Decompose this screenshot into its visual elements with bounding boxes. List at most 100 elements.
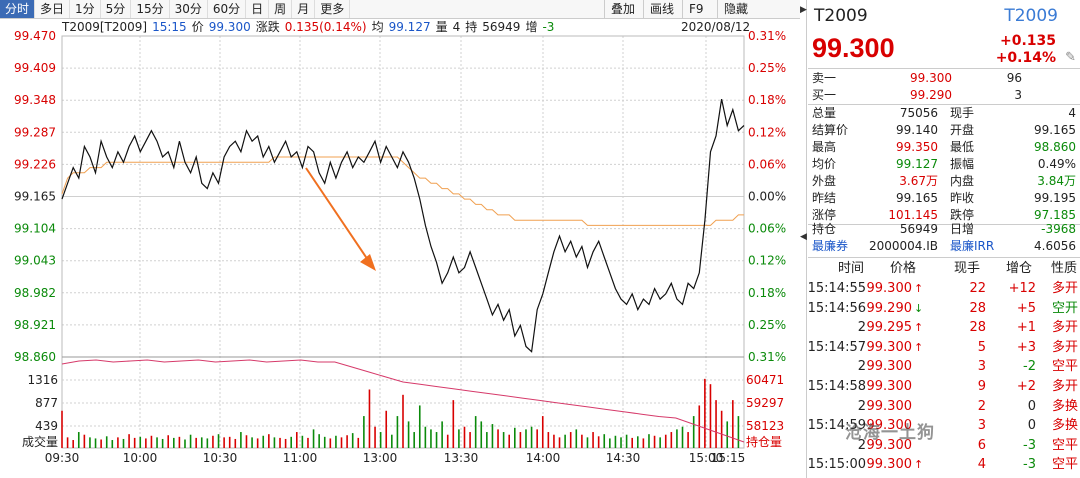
stat-value: 75056 xyxy=(899,106,938,120)
open-interest-row: 持仓 56949 日增 -3968 xyxy=(808,221,1080,238)
period-tab-2[interactable]: 1分 xyxy=(70,0,101,18)
toolbar-button-0[interactable]: 叠加 xyxy=(604,0,643,18)
period-tab-3[interactable]: 5分 xyxy=(101,0,132,18)
intraday-chart[interactable]: 99.470 0.31% 99.409 0.25% 99.348 0.18% 99.287 0… xyxy=(0,0,806,478)
panel-divider[interactable] xyxy=(806,0,807,478)
period-tab-7[interactable]: 日 xyxy=(246,0,270,18)
stat-label: 振幅 xyxy=(950,157,975,171)
trade-nature: 空平 xyxy=(1051,437,1078,453)
trade-time: 2 xyxy=(857,437,866,453)
trade-volume: 5 xyxy=(977,339,986,355)
period-tab-4[interactable]: 15分 xyxy=(131,0,170,18)
stat-label: 涨停 xyxy=(812,208,837,222)
period-tab-6[interactable]: 60分 xyxy=(208,0,247,18)
trade-row: 15:14:56 99.290 ↓ 28 +5 空开 xyxy=(808,299,1080,319)
trade-row: 15:14:55 99.300 ↑ 22 +12 多开 xyxy=(808,279,1080,299)
period-tab-5[interactable]: 30分 xyxy=(170,0,208,18)
y-tick-right: 0.25% xyxy=(748,61,786,75)
volume-label: 成交量 xyxy=(22,434,58,449)
period-tab-10[interactable]: 更多 xyxy=(315,0,351,18)
open-interest-axis-label: 持仓量 xyxy=(746,434,782,449)
trade-header-3: 增仓 xyxy=(1006,261,1033,276)
trade-time: 2 xyxy=(857,320,866,336)
trade-header-0: 时间 xyxy=(838,261,865,276)
stat-value: 99.165 xyxy=(1034,123,1076,137)
increase-label: 增 xyxy=(525,20,538,34)
annotation-arrowhead xyxy=(360,254,376,271)
stat-row: 结算价 99.140 开盘 99.165 xyxy=(808,122,1080,139)
x-tick: 10:00 xyxy=(123,451,158,465)
panel-last-price: 99.300 xyxy=(812,33,895,63)
trade-time: 15:14:59 xyxy=(807,418,866,434)
stat-label: 开盘 xyxy=(950,123,975,137)
trade-row: 15:15:00 99.300 ↑ 4 -3 空平 xyxy=(808,455,1080,475)
irr-value: 4.6056 xyxy=(1034,239,1076,253)
stat-row: 昨结 99.165 昨收 99.195 xyxy=(808,190,1080,207)
volume-tick-left: 877 xyxy=(35,396,58,410)
edit-icon[interactable]: ✎ xyxy=(1065,50,1076,65)
volume-tick-right: 59297 xyxy=(746,396,784,410)
y-tick-left: 99.287 xyxy=(14,125,56,139)
price-value: 99.300 xyxy=(208,20,251,34)
stat-label: 最低 xyxy=(950,140,975,154)
trade-row: 15:14:57 99.300 ↑ 5 +3 多开 xyxy=(808,338,1080,358)
arrow-up-icon: ↑ xyxy=(914,340,924,354)
trade-price: 99.300 xyxy=(866,418,913,434)
panel-collapse-left-icon[interactable]: ◀ xyxy=(800,232,807,242)
panel-change: +0.135 +0.14% xyxy=(996,33,1056,67)
y-tick-right: 0.12% xyxy=(748,254,786,268)
period-tab-8[interactable]: 周 xyxy=(269,0,293,18)
toolbar-button-2[interactable]: F9 xyxy=(682,0,717,18)
oi-label: 持仓 xyxy=(812,222,837,236)
stat-value: 101.145 xyxy=(888,208,938,222)
y-tick-left: 98.860 xyxy=(14,350,56,364)
trade-increase: -2 xyxy=(1023,359,1036,375)
irr-label[interactable]: 最廉IRR xyxy=(950,239,995,253)
trade-increase: +2 xyxy=(1016,379,1036,394)
panel-change-value: +0.135 xyxy=(999,33,1056,49)
y-tick-left: 99.043 xyxy=(14,254,56,268)
trade-row: 2 99.300 6 -3 空平 xyxy=(808,436,1080,456)
trade-time: 2 xyxy=(857,359,866,375)
y-tick-right: 0.31% xyxy=(748,350,786,364)
panel-collapse-right-icon[interactable]: ▶ xyxy=(800,5,807,15)
arrow-up-icon: ↑ xyxy=(914,282,924,295)
volume-label: 量 xyxy=(435,20,448,34)
toolbar-button-3[interactable]: 隐藏 xyxy=(717,0,762,18)
period-tab-0[interactable]: 分时 xyxy=(0,0,36,18)
divider xyxy=(808,224,1080,225)
trade-increase: -3 xyxy=(1023,457,1036,473)
trade-header-1: 价格 xyxy=(890,261,917,276)
buy1-label: 买一 xyxy=(812,88,837,102)
stat-label: 结算价 xyxy=(812,123,849,137)
y-tick-left: 99.226 xyxy=(14,157,56,171)
trade-price: 99.295 xyxy=(866,320,913,336)
period-toolbar: 分时 多日 1分 5分 15分 30分 60分日周月更多 xyxy=(0,0,800,19)
open-interest-value: 56949 xyxy=(482,20,521,34)
trade-increase: -3 xyxy=(1023,437,1036,453)
period-tab-1[interactable]: 多日 xyxy=(35,0,71,18)
chart-date: 2020/08/12 xyxy=(681,20,751,34)
arrow-up-icon: ↑ xyxy=(914,321,924,335)
stat-value: 97.185 xyxy=(1034,208,1076,222)
oi-change-label: 日增 xyxy=(950,222,975,236)
panel-contract-code: T2009 xyxy=(814,6,868,26)
stat-label: 总量 xyxy=(812,106,837,120)
ctd-label[interactable]: 最廉券 xyxy=(812,239,849,253)
period-tab-9[interactable]: 月 xyxy=(292,0,316,18)
trade-volume: 6 xyxy=(977,437,986,453)
increase-value: -3 xyxy=(542,20,555,34)
y-tick-left: 99.165 xyxy=(14,190,56,204)
trade-increase: +1 xyxy=(1016,320,1036,336)
trade-nature: 多换 xyxy=(1051,418,1078,434)
oi-change-value: -3968 xyxy=(1041,222,1076,236)
y-tick-right: 0.25% xyxy=(748,318,786,332)
panel-contract-link[interactable]: T2009 xyxy=(1004,6,1058,26)
quote-info-line: T2009[T2009] 15:15 价 99.300 涨跌 0.135(0.14%) 均 9… xyxy=(62,19,559,35)
contract-code: T2009[T2009] xyxy=(62,20,148,34)
stat-value: 99.165 xyxy=(896,191,938,205)
volume-value: 4 xyxy=(452,20,461,34)
open-interest-line xyxy=(61,359,745,443)
trade-row: 2 99.300 3 -2 空平 xyxy=(808,357,1080,377)
toolbar-button-1[interactable]: 画线 xyxy=(643,0,682,18)
